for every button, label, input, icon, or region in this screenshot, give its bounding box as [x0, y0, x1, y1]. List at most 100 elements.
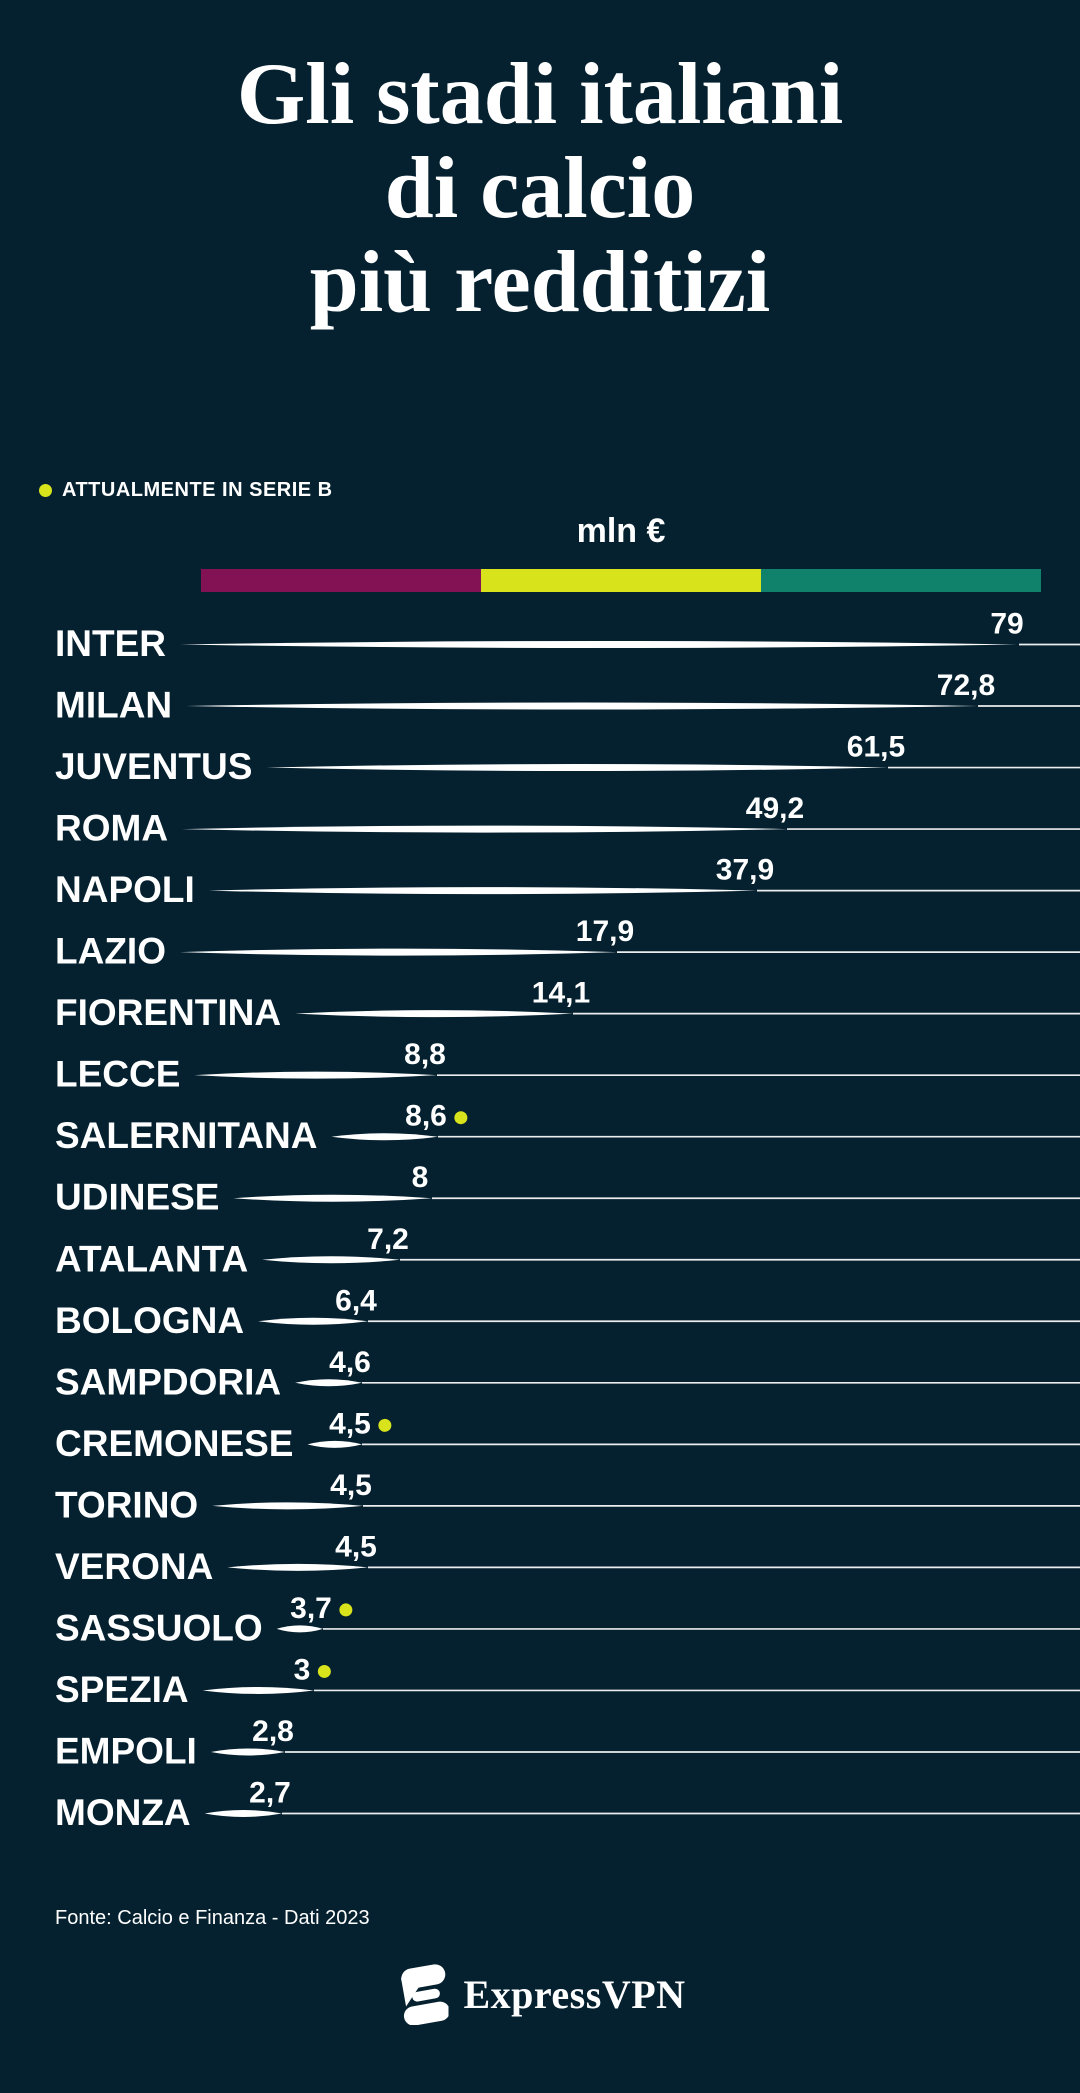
chart-row: INTER 79: [55, 608, 1080, 664]
value-line: [212, 1502, 363, 1510]
value-label: 49,2: [746, 792, 804, 825]
value-line: [208, 887, 757, 895]
team-label: SPEZIA: [55, 1669, 189, 1710]
value-line: [227, 1563, 368, 1571]
team-label: ATALANTA: [55, 1238, 248, 1279]
value-label: 4,5: [329, 1407, 371, 1440]
brand-wordmark: ExpressVPN: [463, 1971, 686, 2017]
value-label: 7,2: [367, 1223, 409, 1256]
chart-row: JUVENTUS 61,5: [55, 731, 1080, 787]
value-line: [266, 764, 888, 772]
value-label: 3: [294, 1653, 311, 1686]
bar-segment-yellow: [481, 569, 761, 592]
team-label: EMPOLI: [55, 1730, 197, 1771]
value-line: [331, 1133, 438, 1141]
value-label: 6,4: [335, 1284, 377, 1317]
value-line: [194, 1071, 437, 1079]
team-label: VERONA: [55, 1546, 213, 1587]
value-label: 17,9: [576, 915, 634, 948]
value-label: 2,8: [252, 1715, 294, 1748]
team-label: LAZIO: [55, 931, 166, 972]
team-label: MONZA: [55, 1792, 191, 1833]
value-label: 72,8: [937, 669, 995, 702]
value-line: [233, 1194, 432, 1202]
value-line: [262, 1256, 400, 1264]
value-line: [276, 1625, 323, 1633]
value-line: [186, 702, 978, 710]
value-label: 4,5: [330, 1469, 372, 1502]
value-line: [202, 1686, 314, 1694]
value-line: [180, 641, 1019, 648]
chart-row: UDINESE 8: [55, 1161, 1080, 1218]
expressvpn-logo-icon: [401, 1964, 449, 2025]
value-line: [210, 1748, 285, 1756]
chart-row: CREMONESE 4,5: [55, 1407, 1080, 1464]
chart-row: NAPOLI 37,9: [55, 854, 1080, 910]
team-label: SAMPDORIA: [55, 1361, 281, 1402]
chart-row: SALERNITANA 8,6: [55, 1100, 1080, 1156]
team-label: JUVENTUS: [55, 746, 252, 787]
team-label: BOLOGNA: [55, 1300, 244, 1341]
team-label: LECCE: [55, 1054, 180, 1095]
chart-row: FIORENTINA 14,1: [55, 977, 1080, 1033]
chart-row: EMPOLI 2,8: [55, 1715, 1080, 1771]
chart-row: TORINO 4,5: [55, 1469, 1080, 1525]
value-line: [295, 1010, 573, 1018]
chart-row: MILAN 72,8: [55, 669, 1080, 726]
team-label: ROMA: [55, 808, 168, 849]
chart-row: MONZA 2,7: [55, 1776, 1080, 1833]
chart-row: SASSUOLO 3,7: [55, 1592, 1080, 1648]
serie-b-dot: [339, 1603, 353, 1617]
team-label: TORINO: [55, 1484, 198, 1525]
team-label: MILAN: [55, 685, 172, 726]
scale-bar: [201, 569, 1041, 592]
chart-row: SPEZIA 3: [55, 1653, 1080, 1710]
title-line-3: più redditizi: [309, 234, 771, 331]
value-label: 8,8: [404, 1038, 446, 1071]
value-label: 4,6: [329, 1346, 371, 1379]
source-note: Fonte: Calcio e Finanza - Dati 2023: [55, 1907, 370, 1929]
chart-row: BOLOGNA 6,4: [55, 1284, 1080, 1341]
team-label: UDINESE: [55, 1177, 219, 1218]
title-line-1: Gli stadi italiani: [236, 46, 844, 143]
value-label: 8,6: [405, 1100, 447, 1133]
team-label: NAPOLI: [55, 869, 195, 910]
chart-row: VERONA 4,5: [55, 1530, 1080, 1587]
chart-row: SAMPDORIA 4,6: [55, 1346, 1080, 1402]
team-label: SASSUOLO: [55, 1607, 263, 1648]
value-label: 61,5: [847, 731, 905, 764]
serie-b-dot-icon: [39, 484, 52, 497]
bar-segment-magenta: [201, 569, 481, 592]
serie-b-dot: [317, 1664, 331, 1678]
value-label: 2,7: [249, 1776, 291, 1809]
brand-logo: ExpressVPN: [394, 1963, 685, 2025]
team-label: FIORENTINA: [55, 992, 281, 1033]
team-label: INTER: [55, 623, 166, 664]
serie-b-dot: [454, 1111, 468, 1125]
bar-segment-teal: [761, 569, 1041, 592]
chart-row: LECCE 8,8: [55, 1038, 1080, 1095]
value-label: 37,9: [716, 854, 774, 887]
value-line: [307, 1440, 362, 1448]
chart-row: ATALANTA 7,2: [55, 1223, 1080, 1279]
value-label: 14,1: [532, 977, 590, 1010]
value-line: [179, 948, 617, 956]
chart-row: ROMA 49,2: [55, 792, 1080, 849]
chart-row: LAZIO 17,9: [55, 915, 1080, 972]
legend: ATTUALMENTE IN SERIE B: [39, 479, 333, 502]
title-line-2: di calcio: [384, 140, 696, 237]
value-line: [258, 1317, 368, 1325]
value-label: 4,5: [335, 1530, 377, 1563]
legend-label: ATTUALMENTE IN SERIE B: [62, 479, 333, 501]
value-label: 3,7: [290, 1592, 332, 1625]
value-label: 79: [990, 608, 1023, 641]
value-line: [204, 1809, 282, 1817]
team-label: SALERNITANA: [55, 1115, 317, 1156]
value-label: 8: [412, 1161, 429, 1194]
team-label: CREMONESE: [55, 1423, 293, 1464]
value-line: [295, 1379, 362, 1387]
value-line: [182, 825, 787, 833]
unit-label: mln €: [576, 512, 666, 550]
serie-b-dot: [378, 1418, 392, 1432]
